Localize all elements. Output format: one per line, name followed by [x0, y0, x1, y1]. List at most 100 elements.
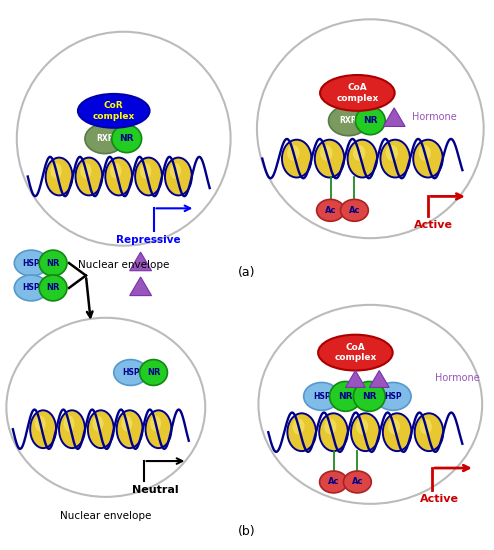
- Ellipse shape: [287, 145, 300, 161]
- Text: (b): (b): [238, 525, 256, 538]
- Ellipse shape: [383, 413, 412, 451]
- Ellipse shape: [353, 145, 365, 161]
- Ellipse shape: [140, 163, 151, 179]
- Ellipse shape: [112, 125, 142, 152]
- Ellipse shape: [380, 140, 410, 178]
- Ellipse shape: [348, 140, 377, 178]
- Ellipse shape: [418, 145, 431, 161]
- Ellipse shape: [45, 158, 73, 195]
- Ellipse shape: [150, 416, 161, 432]
- Ellipse shape: [356, 419, 368, 434]
- Ellipse shape: [414, 413, 443, 451]
- Ellipse shape: [146, 410, 171, 448]
- Ellipse shape: [64, 416, 75, 432]
- Text: Ac: Ac: [325, 206, 336, 215]
- Ellipse shape: [14, 250, 48, 276]
- Ellipse shape: [122, 416, 132, 432]
- Ellipse shape: [288, 413, 316, 451]
- Text: Active: Active: [420, 494, 459, 504]
- Ellipse shape: [14, 275, 48, 301]
- Ellipse shape: [35, 416, 46, 432]
- Text: Ac: Ac: [349, 206, 360, 215]
- Text: RXR: RXR: [339, 116, 357, 125]
- Ellipse shape: [17, 32, 231, 246]
- Ellipse shape: [292, 419, 305, 434]
- Ellipse shape: [375, 382, 411, 410]
- Ellipse shape: [76, 158, 102, 195]
- Text: NR: NR: [363, 116, 377, 125]
- Text: NR: NR: [338, 392, 353, 401]
- Ellipse shape: [282, 140, 312, 178]
- Text: Hormone: Hormone: [412, 112, 457, 122]
- Text: HSP: HSP: [384, 392, 402, 401]
- Ellipse shape: [257, 19, 484, 238]
- Text: Ac: Ac: [328, 477, 339, 486]
- Ellipse shape: [413, 140, 443, 178]
- Text: CoA
complex: CoA complex: [336, 83, 378, 103]
- Text: Active: Active: [413, 221, 453, 230]
- Ellipse shape: [351, 413, 380, 451]
- Polygon shape: [370, 371, 389, 387]
- Ellipse shape: [78, 94, 150, 128]
- Text: HSP: HSP: [122, 368, 139, 377]
- Ellipse shape: [88, 410, 114, 448]
- Ellipse shape: [340, 200, 369, 221]
- Ellipse shape: [165, 158, 192, 195]
- Ellipse shape: [304, 382, 339, 410]
- Ellipse shape: [343, 471, 371, 493]
- Ellipse shape: [329, 106, 369, 136]
- Text: CoR
complex: CoR complex: [93, 101, 135, 120]
- Text: RXR: RXR: [96, 134, 114, 143]
- Ellipse shape: [59, 410, 85, 448]
- Ellipse shape: [355, 107, 385, 135]
- Ellipse shape: [117, 410, 143, 448]
- Text: HSP: HSP: [22, 258, 40, 267]
- Polygon shape: [129, 252, 152, 271]
- Text: (a): (a): [238, 266, 256, 279]
- Text: HSP: HSP: [313, 392, 330, 401]
- Ellipse shape: [329, 382, 361, 411]
- Ellipse shape: [388, 419, 400, 434]
- Text: NR: NR: [147, 368, 160, 377]
- Ellipse shape: [85, 124, 124, 153]
- Text: CoA
complex: CoA complex: [334, 343, 376, 362]
- Ellipse shape: [105, 158, 132, 195]
- Ellipse shape: [50, 163, 62, 179]
- Ellipse shape: [386, 145, 398, 161]
- Ellipse shape: [258, 305, 482, 504]
- Polygon shape: [383, 108, 405, 126]
- Text: Neutral: Neutral: [132, 485, 179, 495]
- Polygon shape: [345, 371, 366, 387]
- Text: Repressive: Repressive: [116, 235, 181, 245]
- Ellipse shape: [319, 413, 348, 451]
- Ellipse shape: [317, 200, 344, 221]
- Ellipse shape: [39, 275, 67, 301]
- Text: NR: NR: [120, 134, 134, 143]
- Text: Ac: Ac: [352, 477, 363, 486]
- Ellipse shape: [114, 360, 148, 386]
- Ellipse shape: [135, 158, 162, 195]
- Polygon shape: [129, 277, 152, 295]
- Ellipse shape: [320, 145, 332, 161]
- Ellipse shape: [30, 410, 56, 448]
- Ellipse shape: [353, 382, 385, 411]
- Ellipse shape: [140, 360, 167, 386]
- Text: Nuclear envelope: Nuclear envelope: [78, 260, 169, 270]
- Ellipse shape: [315, 140, 344, 178]
- Ellipse shape: [80, 163, 91, 179]
- Text: HSP: HSP: [22, 283, 40, 293]
- Ellipse shape: [320, 471, 347, 493]
- Ellipse shape: [170, 163, 181, 179]
- Ellipse shape: [324, 419, 336, 434]
- Ellipse shape: [318, 335, 393, 371]
- Ellipse shape: [92, 416, 103, 432]
- Ellipse shape: [420, 419, 432, 434]
- Ellipse shape: [6, 318, 205, 497]
- Ellipse shape: [110, 163, 122, 179]
- Text: NR: NR: [46, 258, 60, 267]
- Text: Hormone: Hormone: [435, 373, 480, 383]
- Ellipse shape: [320, 75, 395, 111]
- Text: NR: NR: [46, 283, 60, 293]
- Text: Nuclear envelope: Nuclear envelope: [60, 511, 152, 521]
- Text: NR: NR: [362, 392, 376, 401]
